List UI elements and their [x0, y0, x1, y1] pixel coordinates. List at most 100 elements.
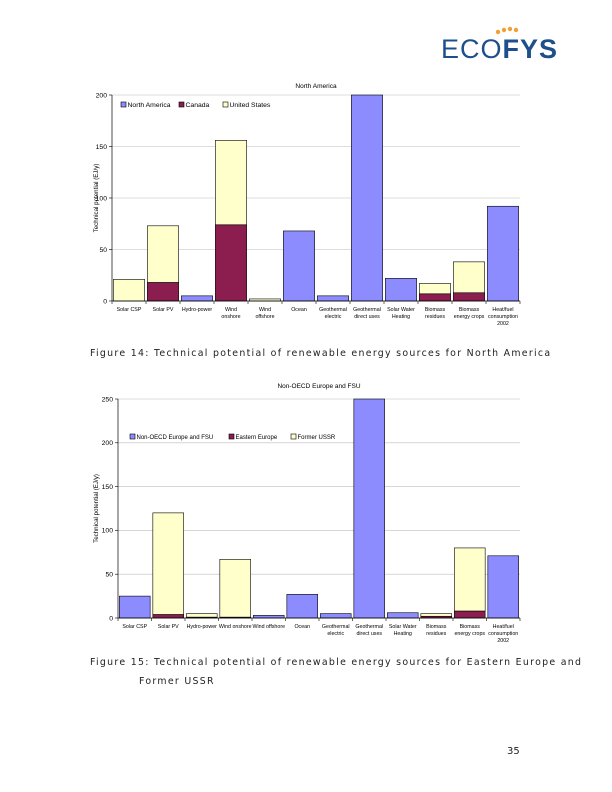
- bar-segment: [351, 94, 383, 302]
- bar-segment: [419, 293, 451, 302]
- x-category-label: offshore: [255, 314, 274, 320]
- x-category-label: Ocean: [291, 307, 307, 313]
- logo-fys: FYS: [502, 34, 559, 64]
- x-category-label: Heat/fuel: [493, 624, 514, 630]
- bar-segment: [152, 512, 184, 615]
- x-category-label: residues: [425, 314, 445, 320]
- x-category-label: 2002: [497, 638, 509, 642]
- legend-entry: Canada: [186, 102, 210, 109]
- figure-15-caption-line2: Former USSR: [139, 676, 215, 687]
- bar-segment: [286, 594, 318, 619]
- legend-swatch: [178, 101, 185, 108]
- x-category-label: Solar PV: [153, 307, 174, 313]
- y-axis-label: Technical potential (EJ/y): [93, 164, 100, 233]
- x-category-label: energy crops: [454, 314, 485, 320]
- y-tick-label: 0: [103, 298, 107, 305]
- x-category-label: 2002: [497, 321, 509, 327]
- logo-eco: ECO: [441, 34, 503, 64]
- x-category-label: consumption: [488, 631, 518, 637]
- y-tick-label: 200: [102, 440, 114, 447]
- chart-title: North America: [295, 83, 337, 90]
- chart-title: Non-OECD Europe and FSU: [277, 383, 360, 390]
- bar-segment: [113, 279, 145, 302]
- bar-segment: [152, 614, 184, 619]
- bar-segment: [215, 140, 247, 226]
- figure-14-caption: Figure 14: Technical potential of renewa…: [90, 348, 552, 359]
- x-category-label: onshore: [221, 314, 240, 320]
- x-category-label: Solar CSP: [122, 624, 147, 630]
- chart-non-oecd-europe-svg: Non-OECD Europe and FSU 0 50 100 150 200 250 Te…: [93, 383, 521, 642]
- bar-segment: [181, 295, 213, 302]
- x-category-label: Solar PV: [158, 624, 179, 630]
- x-category-label: direct uses: [354, 314, 380, 320]
- x-category-label: Heating: [392, 314, 410, 320]
- y-tick-label: 250: [102, 396, 114, 403]
- y-tick-label: 100: [102, 528, 114, 535]
- legend-swatch: [120, 101, 127, 108]
- y-tick-label: 50: [105, 572, 113, 579]
- legend-entry: United States: [230, 102, 271, 109]
- bar-segment: [186, 613, 218, 618]
- bar-segment: [453, 261, 485, 294]
- y-axis-label: Technical potential (EJ/y): [93, 474, 100, 543]
- legend-entry: Non-OECD Europe and FSU: [137, 435, 214, 441]
- x-category-label: Hydro-power: [182, 307, 213, 313]
- y-tick-label: 150: [96, 144, 108, 151]
- bar-segment: [353, 398, 385, 619]
- x-category-label: Ocean: [294, 624, 310, 630]
- legend-entry: Eastern Europe: [236, 435, 278, 441]
- x-category-label: Wind: [259, 307, 271, 313]
- x-category-label: consumption: [488, 314, 518, 320]
- bar-segment: [320, 613, 352, 619]
- x-category-label: Biomass: [426, 624, 447, 630]
- x-category-label: residues: [426, 631, 446, 637]
- bar-segment: [147, 225, 179, 283]
- bar-segment: [419, 283, 451, 295]
- bar-segment: [454, 547, 486, 612]
- x-category-label: Wind: [225, 307, 237, 313]
- bar-segment: [147, 282, 179, 302]
- x-category-label: Wind offshore: [252, 624, 285, 630]
- bar-segment: [119, 595, 151, 619]
- bar-segment: [385, 278, 417, 302]
- bar-segment: [215, 224, 247, 302]
- figure-15-caption-line1: Figure 15: Technical potential of renewa…: [90, 657, 583, 668]
- x-category-label: electric: [327, 631, 344, 637]
- bar-segment: [219, 559, 251, 618]
- legend-swatch: [222, 101, 229, 108]
- x-category-label: Solar CSP: [117, 307, 142, 313]
- bar-segment: [487, 555, 519, 619]
- x-category-label: Biomass: [459, 307, 480, 313]
- bar-segment: [454, 610, 486, 619]
- x-category-label: energy crops: [454, 631, 485, 637]
- bar-segment: [487, 205, 519, 302]
- x-category-label: Hydro-power: [187, 624, 218, 630]
- y-tick-label: 150: [102, 484, 114, 491]
- x-category-label: Geothermal: [355, 624, 383, 630]
- bar-segment: [317, 295, 349, 302]
- x-category-label: direct uses: [356, 631, 382, 637]
- x-category-label: Geothermal: [319, 307, 347, 313]
- x-category-label: Biomass: [425, 307, 446, 313]
- x-category-label: Geothermal: [353, 307, 381, 313]
- x-category-label: Solar Water: [389, 624, 417, 630]
- legend-entry: Former USSR: [298, 435, 336, 441]
- x-category-label: Solar Water: [387, 307, 415, 313]
- x-category-label: Biomass: [460, 624, 481, 630]
- ecofys-logo: ECOFYS: [441, 26, 557, 66]
- chart-north-america: North America 0 50 100 150 200 Technical poten…: [90, 78, 522, 360]
- bar-segment: [387, 612, 419, 619]
- legend-swatch: [290, 433, 297, 440]
- y-tick-label: 0: [109, 615, 113, 622]
- y-tick-label: 200: [96, 92, 108, 99]
- legend-entry: North America: [128, 102, 171, 109]
- bar-segment: [453, 292, 485, 302]
- page-number: 35: [507, 746, 520, 757]
- bar-segment: [283, 230, 315, 302]
- x-category-label: Heat/fuel: [492, 307, 513, 313]
- chart-north-america-svg: North America 0 50 100 150 200 Technical poten…: [93, 83, 521, 327]
- bar-segment: [253, 615, 285, 619]
- x-category-label: electric: [325, 314, 342, 320]
- chart-non-oecd-europe: Non-OECD Europe and FSU 0 50 100 150 200 250 Te…: [90, 382, 522, 642]
- bar-segment: [420, 613, 452, 617]
